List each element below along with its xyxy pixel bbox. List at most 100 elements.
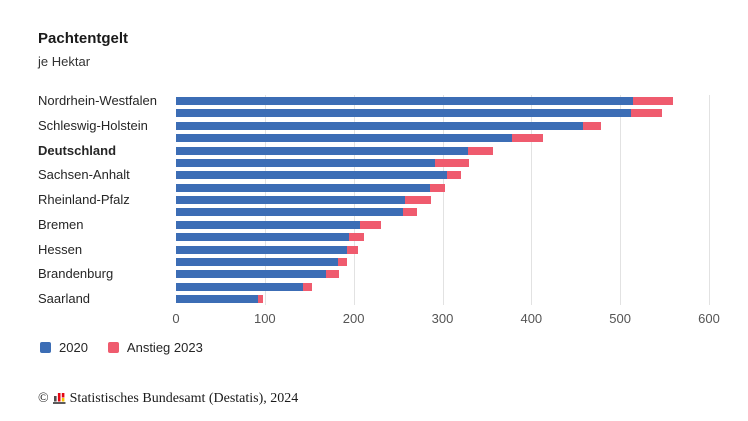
bar-segment-2020 (176, 134, 512, 143)
bar-track (176, 146, 709, 155)
bar-segment-anstieg-2023 (630, 109, 662, 118)
chart-title: Pachtentgelt (38, 30, 129, 47)
legend-label: 2020 (59, 340, 88, 355)
x-tick-label: 0 (172, 311, 180, 326)
bar-segment-anstieg-2023 (257, 295, 264, 303)
bar-segment-anstieg-2023 (405, 196, 431, 204)
bar-track (176, 183, 709, 192)
bar-segment-anstieg-2023 (326, 270, 339, 279)
category-label: Hessen (38, 241, 83, 257)
bar-segment-anstieg-2023 (359, 220, 382, 229)
category-label: Deutschland (38, 142, 117, 158)
bar-row (38, 157, 710, 169)
x-tick-label: 100 (253, 311, 276, 326)
x-tick-label: 600 (698, 311, 720, 326)
category-label: Schleswig-Holstein (38, 117, 148, 133)
bar-segment-anstieg-2023 (633, 97, 674, 105)
bar-row (38, 256, 710, 268)
bar-segment-2020 (176, 233, 350, 242)
bar-segment-anstieg-2023 (446, 171, 462, 180)
bar-row: Nordrhein-Westfalen (38, 93, 710, 108)
bar-row: Brandenburg (38, 266, 710, 282)
x-tick-label: 400 (520, 311, 543, 326)
bar-row (38, 107, 710, 119)
category-label: Bremen (38, 216, 84, 232)
bar-segment-anstieg-2023 (403, 208, 417, 217)
bar-segment-anstieg-2023 (349, 233, 365, 242)
bar-segment-2020 (176, 257, 338, 266)
bar-rows: Nordrhein-Westfalen Schleswig-Holstein Deu… (38, 93, 710, 306)
legend-swatch (107, 342, 119, 353)
bar-segment-anstieg-2023 (430, 183, 446, 192)
source-note: © Statistisches Bundesamt (Destatis), 20… (38, 390, 298, 408)
bar-row: Schleswig-Holstein (38, 117, 710, 133)
bar-row (38, 132, 710, 144)
bar-segment-anstieg-2023 (511, 134, 543, 143)
category-label: Rheinland-Pfalz (38, 192, 130, 207)
bar-track (176, 121, 709, 130)
x-tick-label: 300 (431, 311, 454, 326)
bar-row: Hessen (38, 241, 710, 257)
bar-row (38, 182, 710, 194)
bar-segment-2020 (176, 295, 258, 303)
copyright-symbol: © (38, 391, 49, 406)
bar-segment-2020 (176, 196, 406, 204)
bar-segment-2020 (176, 245, 348, 254)
bar-track (176, 196, 709, 204)
gridline-400 (531, 95, 533, 305)
x-tick-label: 200 (342, 311, 365, 326)
bar-row: Saarland (38, 291, 710, 306)
bar-track (176, 208, 709, 217)
chart-subtitle: je Hektar (38, 54, 91, 69)
bar-track (176, 270, 709, 279)
bar-track (176, 134, 709, 143)
bar-segment-2020 (176, 270, 327, 279)
bar-row (38, 231, 710, 243)
legend-label: Anstieg 2023 (126, 340, 203, 355)
bar-track (176, 220, 709, 229)
category-label: Brandenburg (38, 266, 114, 282)
bar-segment-2020 (176, 208, 404, 217)
bar-track (176, 282, 709, 291)
destatis-logo-icon (52, 391, 66, 409)
legend-item: Anstieg 2023 (107, 340, 203, 355)
plot-area: Nordrhein-Westfalen Schleswig-Holstein Deu… (38, 93, 720, 326)
x-tick-label: 500 (609, 311, 632, 326)
gridline-600 (709, 95, 710, 305)
category-label: Sachsen-Anhalt (38, 167, 130, 183)
bar-segment-anstieg-2023 (468, 146, 494, 155)
bar-segment-anstieg-2023 (303, 282, 312, 291)
bar-track (176, 97, 709, 105)
bar-segment-anstieg-2023 (337, 257, 347, 266)
category-label: Saarland (38, 291, 91, 306)
bar-track (176, 295, 709, 303)
x-axis: 0 100 200 300 400 500 600 (172, 311, 719, 329)
bar-track (176, 109, 709, 118)
bar-row: Sachsen-Anhalt (38, 167, 710, 183)
bar-track (176, 245, 709, 254)
bar-track (176, 257, 709, 266)
bar-segment-2020 (176, 220, 360, 229)
bar-segment-2020 (176, 109, 631, 118)
bar-row: Deutschland (38, 142, 710, 158)
bar-row: Bremen (38, 216, 710, 232)
bar-segment-2020 (176, 121, 583, 130)
bar-row: Rheinland-Pfalz (38, 192, 710, 207)
bar-row (38, 281, 710, 293)
bar-track (176, 233, 709, 242)
bar-segment-2020 (176, 183, 431, 192)
bar-segment-2020 (176, 146, 469, 155)
bar-track (176, 171, 709, 180)
gridline-300 (442, 95, 444, 305)
bar-segment-anstieg-2023 (347, 245, 359, 254)
bar-segment-2020 (176, 158, 436, 167)
bar-track (176, 158, 709, 167)
bar-segment-2020 (176, 97, 634, 105)
category-label: Nordrhein-Westfalen (38, 93, 157, 108)
legend-swatch (40, 342, 51, 353)
bar-segment-anstieg-2023 (582, 121, 601, 130)
gridline-500 (620, 95, 622, 305)
bar-row (38, 206, 710, 218)
bar-segment-anstieg-2023 (435, 158, 470, 167)
